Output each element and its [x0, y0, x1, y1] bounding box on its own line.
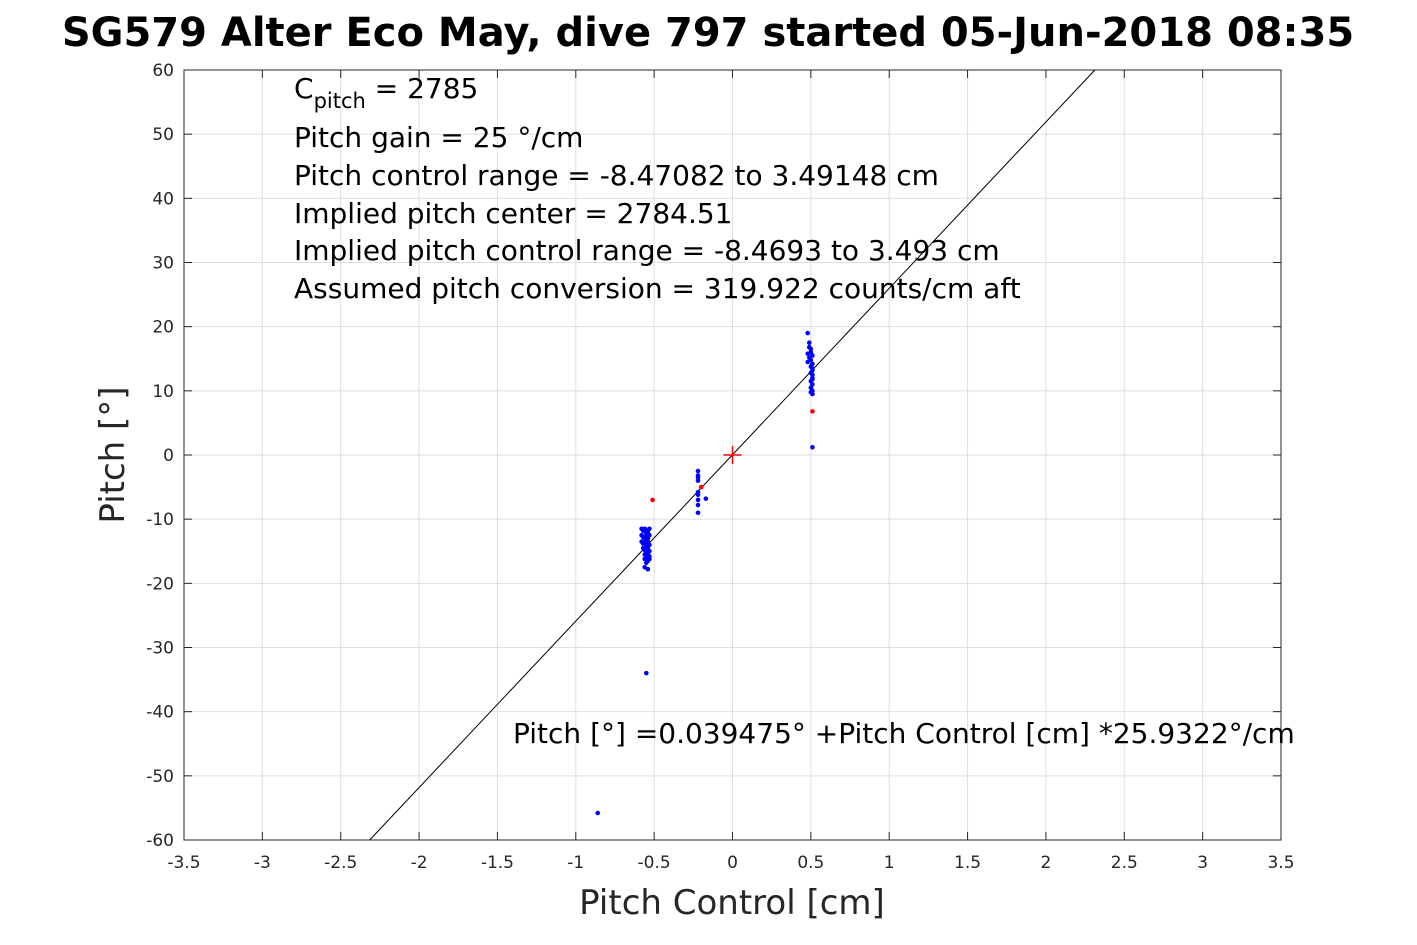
y-tick-label: -40: [146, 703, 174, 723]
data-point: [595, 810, 601, 816]
y-tick-label: 50: [152, 125, 174, 145]
x-tick-label: -0.5: [638, 853, 671, 873]
x-tick-label: -3.5: [167, 853, 200, 873]
data-point: [808, 346, 814, 352]
y-tick-label: 10: [152, 382, 174, 402]
data-point: [645, 566, 651, 572]
x-tick-label: 1.5: [954, 853, 981, 873]
data-point: [810, 409, 815, 414]
data-point: [805, 330, 811, 336]
y-tick-label: -50: [146, 767, 174, 787]
y-tick-label: -10: [146, 510, 174, 530]
x-tick-label: 0: [727, 853, 738, 873]
annotation-conversion: Assumed pitch conversion = 319.922 count…: [294, 272, 1021, 305]
data-point: [695, 468, 701, 474]
data-point: [695, 473, 701, 478]
annotation-implied-center: Implied pitch center = 2784.51: [294, 197, 732, 230]
data-point: [806, 340, 812, 346]
annotation-cpitch-base: C: [294, 72, 314, 105]
data-point: [695, 492, 701, 498]
y-tick-label: 30: [152, 254, 174, 274]
x-tick-label: 3.5: [1267, 853, 1294, 873]
annotation-control-range: Pitch control range = -8.47082 to 3.4914…: [294, 159, 939, 192]
x-tick-label: 0.5: [797, 853, 824, 873]
data-point: [644, 670, 649, 676]
data-point: [810, 366, 815, 371]
y-axis-label: Pitch [°]: [93, 386, 133, 523]
x-tick-label: -2: [411, 853, 428, 873]
data-point: [810, 376, 815, 382]
x-tick-label: 2: [1041, 853, 1052, 873]
y-tick-label: -20: [146, 574, 174, 594]
x-axis-label: Pitch Control [cm]: [579, 883, 885, 923]
data-point: [698, 484, 704, 490]
data-point: [650, 497, 655, 503]
annotation-fit-equation: Pitch [°] =0.039475° +Pitch Control [cm]…: [513, 717, 1295, 750]
y-tick-label: 40: [152, 189, 174, 209]
data-point: [647, 526, 652, 532]
data-point: [808, 357, 814, 363]
x-tick-label: 1: [884, 853, 895, 873]
data-point: [695, 502, 701, 508]
data-points: [595, 330, 815, 816]
data-point: [810, 445, 815, 450]
x-tick-label: -3: [254, 853, 271, 873]
data-point: [647, 556, 652, 562]
data-point: [695, 510, 701, 516]
data-point: [810, 372, 815, 378]
x-tick-label: -1.5: [481, 853, 514, 873]
data-point: [644, 530, 649, 536]
annotation-cpitch-value: = 2785: [366, 72, 479, 105]
data-point: [810, 391, 815, 397]
data-point: [644, 560, 649, 566]
x-tick-labels: -3.5 -3 -2.5 -2 -1.5 -1 -0.5 0 0.5 1 1.5 2 2.5 3 3.5: [167, 853, 1294, 873]
y-tick-label: -30: [146, 639, 174, 659]
annotation-cpitch-sub: pitch: [314, 89, 366, 113]
annotation-pitch-gain: Pitch gain = 25 °/cm: [294, 121, 583, 154]
y-tick-label: 20: [152, 318, 174, 338]
axis-ticks: [183, 69, 1282, 841]
y-tick-labels: -60 -50 -40 -30 -20 -10 0 10 20 30 40 50 60: [146, 61, 174, 851]
y-tick-label: 0: [163, 446, 174, 466]
x-tick-label: 3: [1197, 853, 1208, 873]
annotation-implied-range: Implied pitch control range = -8.4693 to…: [294, 234, 1000, 267]
chart-title: SG579 Alter Eco May, dive 797 started 05…: [62, 10, 1354, 56]
data-point: [810, 353, 815, 358]
data-point: [695, 478, 701, 483]
x-tick-label: 2.5: [1111, 853, 1138, 873]
data-point: [695, 497, 701, 503]
center-marker-layer: [723, 446, 742, 464]
y-tick-label: -60: [146, 831, 174, 851]
annotation-cpitch: Cpitch = 2785: [294, 72, 478, 113]
y-tick-label: 60: [152, 61, 174, 81]
data-point: [703, 496, 709, 501]
x-tick-label: -1: [567, 853, 584, 873]
grid: [183, 69, 1282, 841]
x-tick-label: -2.5: [324, 853, 357, 873]
